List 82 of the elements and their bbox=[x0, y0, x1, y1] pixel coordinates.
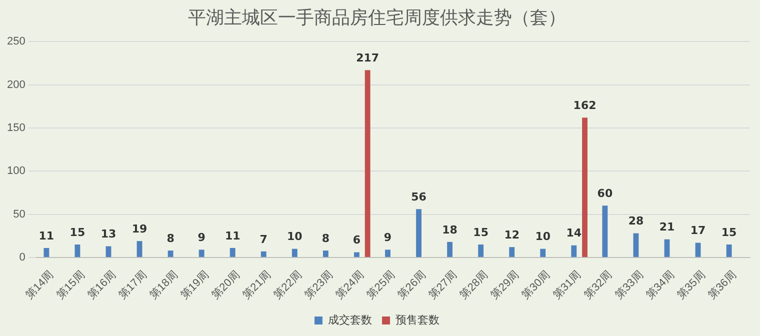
x-tick-label: 第23周 bbox=[302, 268, 336, 302]
data-label: 13 bbox=[100, 228, 116, 241]
y-tick-label: 50 bbox=[13, 208, 26, 220]
data-label: 60 bbox=[597, 187, 613, 200]
data-label: 6 bbox=[352, 234, 361, 247]
data-label: 217 bbox=[356, 51, 380, 64]
legend-label: 预售套数 bbox=[396, 314, 440, 327]
data-label: 10 bbox=[287, 230, 303, 244]
data-label: 15 bbox=[473, 226, 488, 239]
data-label: 17 bbox=[690, 224, 706, 238]
data-label: 12 bbox=[504, 228, 520, 242]
x-tick-label: 第34周 bbox=[644, 268, 677, 302]
data-label: 18 bbox=[442, 223, 458, 236]
bar bbox=[198, 250, 204, 257]
x-tick-label: 第15周 bbox=[54, 268, 88, 302]
bar bbox=[478, 244, 484, 257]
x-tick-label: 第31周 bbox=[550, 268, 584, 302]
bar bbox=[354, 252, 360, 257]
bar bbox=[571, 245, 577, 257]
bar bbox=[540, 248, 546, 257]
bar bbox=[385, 250, 390, 257]
x-tick-label: 第35周 bbox=[675, 268, 708, 302]
bar bbox=[695, 242, 701, 257]
bar bbox=[447, 242, 453, 257]
x-tick-label: 第25周 bbox=[364, 268, 398, 302]
bar bbox=[168, 250, 174, 257]
data-label: 7 bbox=[260, 232, 268, 246]
bar bbox=[106, 246, 112, 257]
x-tick-label: 第21周 bbox=[240, 268, 274, 302]
data-label: 10 bbox=[535, 230, 551, 244]
chart-title: 平湖主城区一手商品房住宅周度供求走势（套） bbox=[188, 7, 566, 28]
bar bbox=[260, 251, 266, 257]
x-tick-label: 第26周 bbox=[396, 268, 428, 302]
bar bbox=[726, 244, 732, 257]
x-tick-label: 第30周 bbox=[520, 268, 553, 302]
bar bbox=[509, 247, 515, 257]
bar bbox=[136, 241, 142, 257]
bar bbox=[664, 239, 670, 257]
bar bbox=[582, 118, 588, 257]
bar bbox=[633, 233, 639, 257]
x-tick-label: 第28周 bbox=[458, 268, 491, 302]
x-tick-label: 第19周 bbox=[178, 268, 212, 302]
bar bbox=[322, 250, 328, 257]
x-tick-label: 第24周 bbox=[334, 268, 366, 302]
x-tick-label: 第36周 bbox=[706, 268, 739, 302]
y-tick-label: 200 bbox=[6, 78, 26, 91]
x-tick-label: 第32周 bbox=[582, 268, 615, 302]
data-label: 15 bbox=[721, 226, 737, 239]
bar bbox=[74, 244, 80, 257]
bar bbox=[292, 248, 298, 257]
y-tick-label: 100 bbox=[6, 165, 26, 178]
data-label: 14 bbox=[566, 226, 582, 240]
bar bbox=[602, 206, 608, 257]
data-label: 8 bbox=[322, 232, 330, 245]
data-label: 162 bbox=[573, 98, 596, 112]
x-tick-label: 第22周 bbox=[272, 268, 304, 302]
data-label: 56 bbox=[411, 190, 427, 204]
x-tick-label: 第29周 bbox=[488, 268, 522, 302]
data-label: 15 bbox=[70, 226, 86, 239]
data-label: 21 bbox=[659, 220, 675, 234]
data-label: 28 bbox=[628, 214, 644, 228]
data-label: 8 bbox=[166, 232, 174, 245]
x-tick-label: 第16周 bbox=[85, 268, 118, 302]
bar bbox=[416, 209, 422, 257]
bar bbox=[364, 70, 370, 257]
x-tick-label: 第18周 bbox=[148, 268, 180, 302]
data-label: 9 bbox=[384, 231, 392, 244]
x-tick-label: 第20周 bbox=[210, 268, 242, 302]
data-label: 9 bbox=[198, 231, 206, 244]
y-tick-label: 250 bbox=[6, 36, 26, 48]
x-tick-label: 第33周 bbox=[612, 268, 646, 302]
x-tick-label: 第17周 bbox=[116, 268, 150, 302]
y-tick-label: 150 bbox=[6, 122, 26, 134]
bar bbox=[44, 248, 50, 257]
data-label: 11 bbox=[224, 229, 240, 242]
x-tick-label: 第14周 bbox=[23, 268, 56, 302]
data-label: 11 bbox=[38, 229, 54, 242]
x-tick-label: 第27周 bbox=[426, 268, 460, 302]
legend-label: 成交套数 bbox=[328, 314, 372, 327]
y-tick-label: 0 bbox=[19, 251, 26, 264]
data-label: 19 bbox=[132, 222, 148, 236]
bar bbox=[230, 248, 236, 257]
